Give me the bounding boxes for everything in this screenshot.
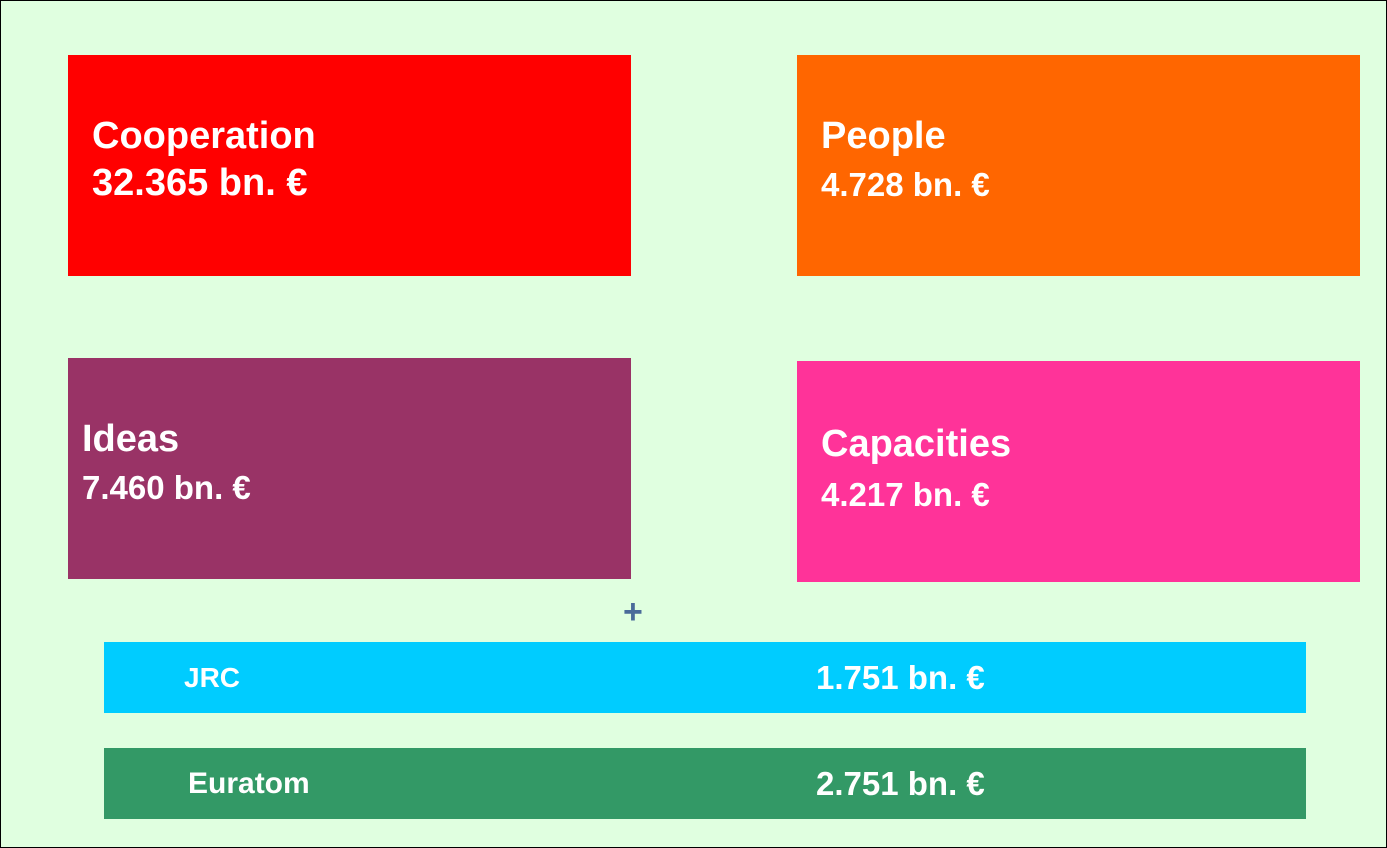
bar-shadow bbox=[88, 656, 1290, 727]
box: Ideas 7.460 bn. € bbox=[68, 358, 631, 579]
bar: Euratom 2.751 bn. € bbox=[88, 748, 1306, 833]
box-amount: 7.460 bn. € bbox=[82, 469, 251, 506]
box-name: People bbox=[821, 115, 946, 157]
bar-amount: 2.751 bn. € bbox=[816, 765, 985, 802]
box-name: Ideas bbox=[82, 418, 180, 460]
box-amount: 4.217 bn. € bbox=[821, 476, 990, 513]
box: Cooperation 32.365 bn. € bbox=[68, 55, 631, 276]
bar-amount: 1.751 bn. € bbox=[816, 659, 985, 696]
plus: + bbox=[623, 593, 643, 631]
box-name: Capacities bbox=[821, 423, 1012, 465]
bar-name: Euratom bbox=[188, 767, 310, 800]
box-name: Cooperation bbox=[92, 115, 316, 157]
box: Capacities 4.217 bn. € bbox=[797, 361, 1360, 582]
box-amount: 4.728 bn. € bbox=[821, 166, 990, 203]
box: People 4.728 bn. € bbox=[797, 55, 1360, 276]
box-amount: 32.365 bn. € bbox=[92, 162, 308, 204]
bar: JRC 1.751 bn. € bbox=[88, 642, 1306, 727]
bar-name: JRC bbox=[184, 662, 241, 693]
